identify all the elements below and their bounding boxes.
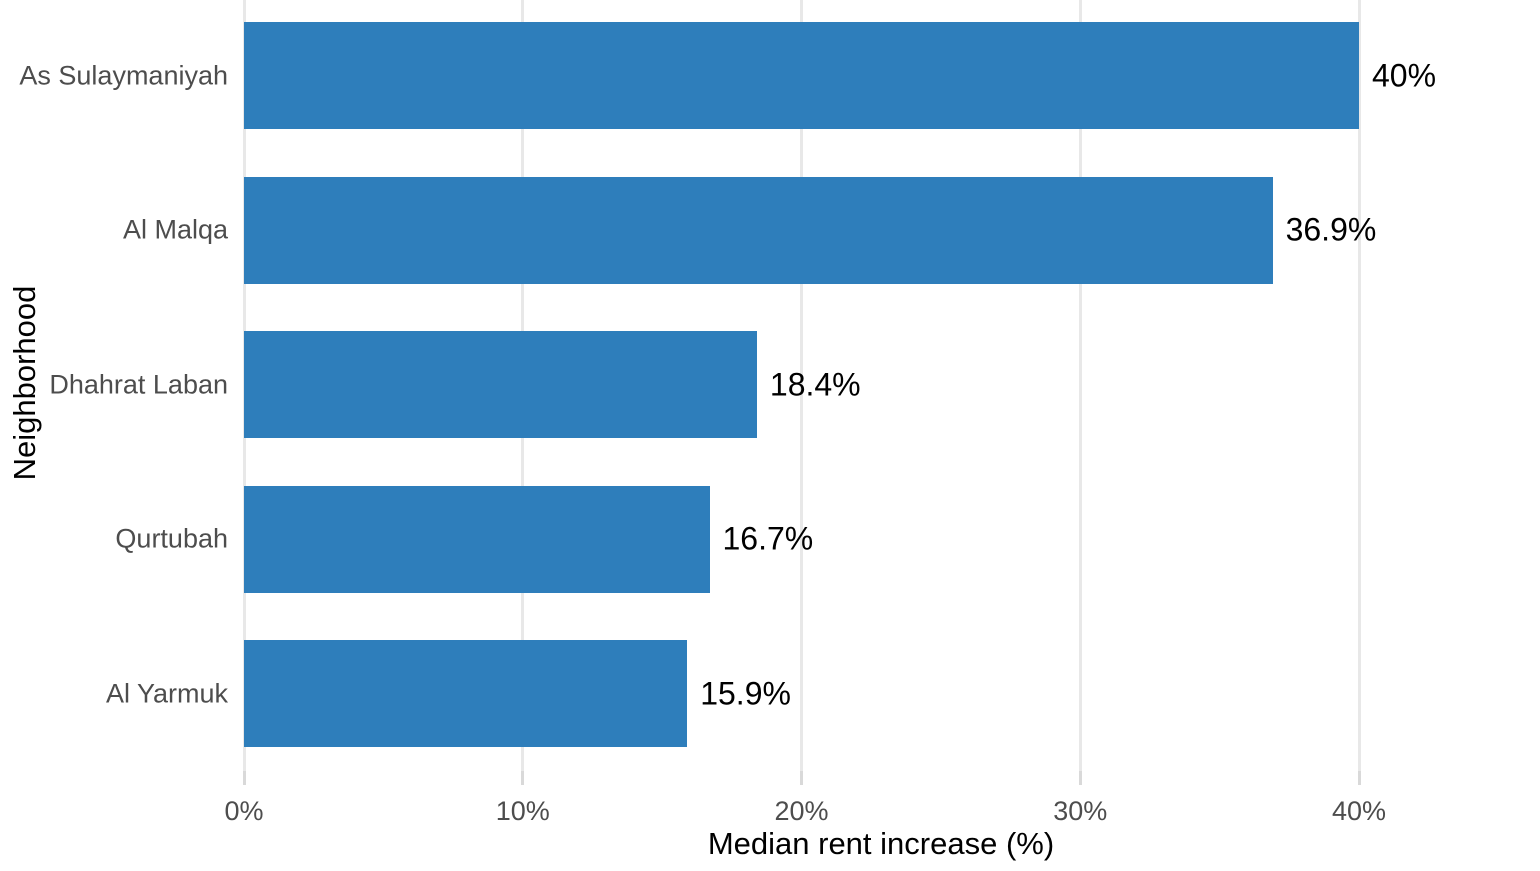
x-axis-tick-label: 0%	[224, 796, 264, 826]
x-axis-tick-mark	[521, 771, 525, 785]
x-axis-tick-label: 40%	[1331, 796, 1387, 826]
bar	[244, 640, 688, 747]
bar	[244, 176, 1273, 284]
category-label: Al Yarmuk	[105, 678, 228, 708]
vertical-gridline	[1357, 0, 1361, 771]
chart-panel: 40% 36.9% 18.4% 16.7% 15.9%	[242, 0, 1524, 771]
vertical-gridline	[1078, 0, 1082, 771]
bar-value-label: 15.9%	[700, 675, 791, 711]
x-axis-tick-label: 20%	[774, 796, 829, 826]
x-axis-title: Median rent increase (%)	[707, 826, 1055, 861]
x-axis-tick-mark	[242, 771, 246, 785]
bar	[244, 331, 757, 438]
bar	[244, 22, 1359, 129]
category-label: Dhahrat Laban	[49, 369, 228, 399]
x-axis-tick-label: 30%	[1053, 796, 1108, 826]
x-axis-tick-mark	[800, 771, 803, 785]
bar-value-label: 40%	[1372, 57, 1437, 93]
bar-value-label: 16.7%	[722, 520, 814, 557]
category-label: Al Malqa	[122, 214, 228, 245]
vertical-gridline	[800, 0, 803, 771]
x-axis-tick-label: 10%	[495, 796, 550, 826]
category-label: Qurtubah	[115, 523, 228, 554]
bar-value-label: 18.4%	[769, 366, 861, 402]
bar-value-label: 36.9%	[1285, 211, 1377, 248]
x-axis-tick-mark	[1357, 771, 1361, 785]
bar	[244, 485, 710, 593]
category-label: As Sulaymaniyah	[19, 60, 228, 90]
x-axis-tick-mark	[1078, 771, 1082, 785]
